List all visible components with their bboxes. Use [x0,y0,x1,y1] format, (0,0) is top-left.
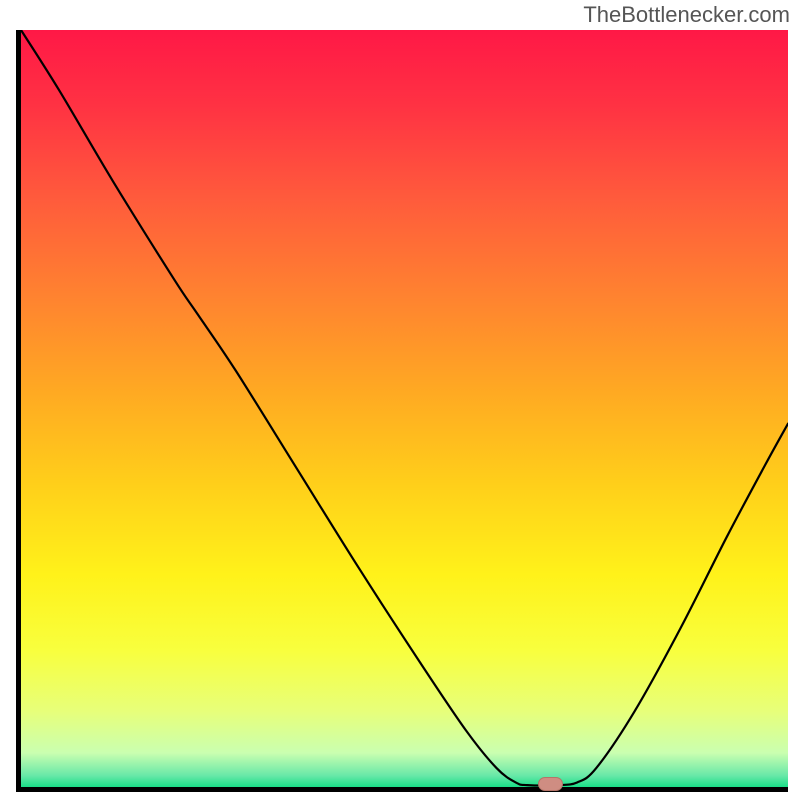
optimum-marker [538,777,563,791]
watermark-text: TheBottlenecker.com [583,2,790,28]
plot-area [16,30,788,792]
chart-frame: TheBottlenecker.com [0,0,800,800]
